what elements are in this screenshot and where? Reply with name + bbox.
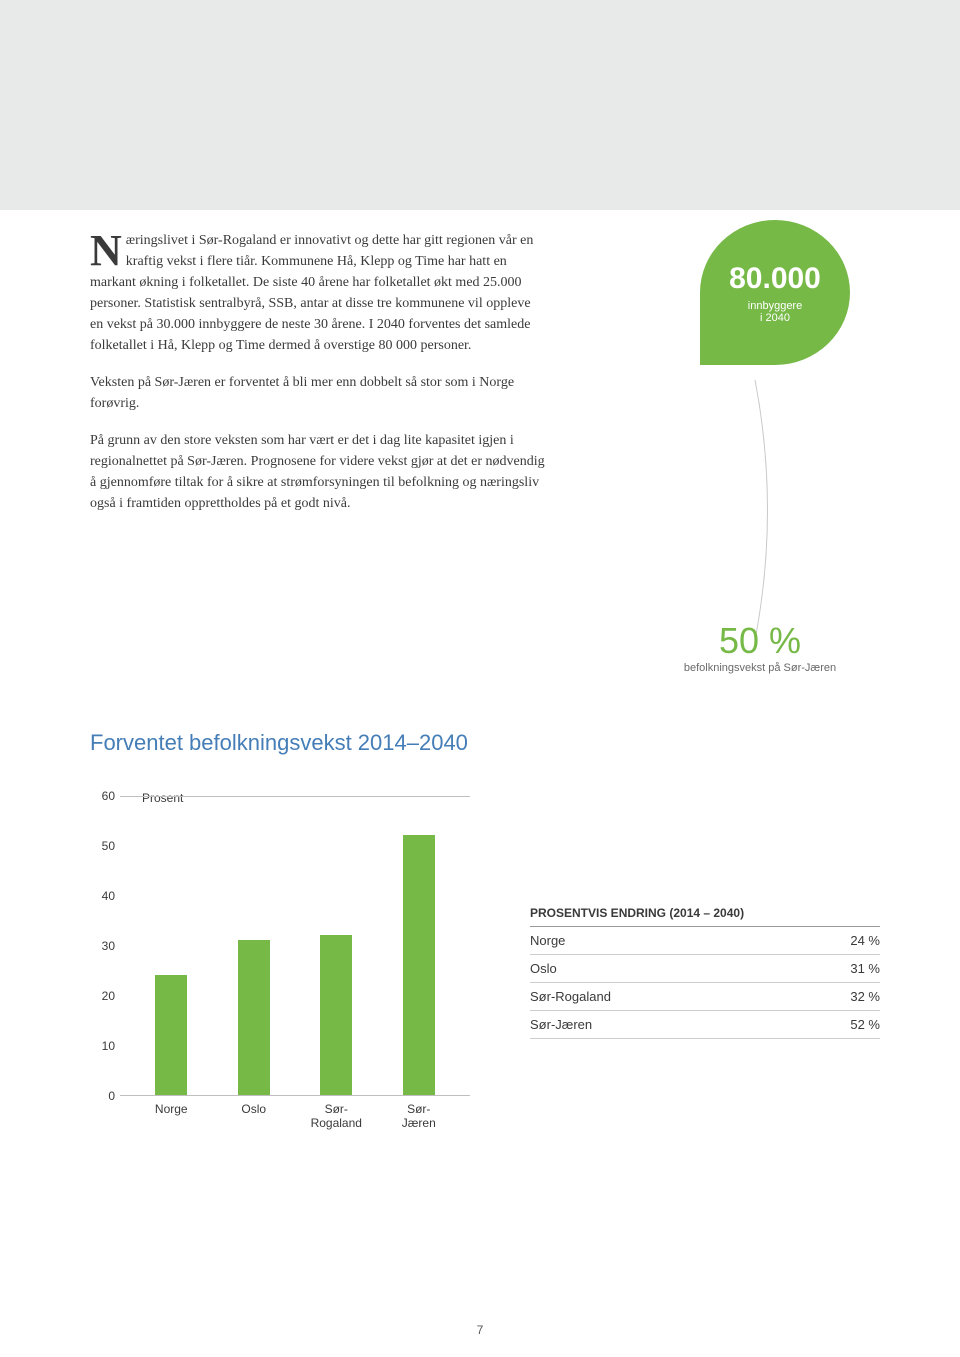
table-row: Oslo 31 % bbox=[530, 955, 880, 983]
page-number: 7 bbox=[0, 1323, 960, 1337]
chart-ytick: 30 bbox=[90, 939, 115, 953]
bar-chart: Prosent 6050403020100 NorgeOsloSør-Rogal… bbox=[90, 796, 470, 1131]
table-row: Sør-Jæren 52 % bbox=[530, 1011, 880, 1039]
leaf-big-number: 80.000 bbox=[729, 262, 821, 296]
table-row: Norge 24 % bbox=[530, 927, 880, 955]
chart-xlabel: Norge bbox=[141, 1102, 201, 1131]
percent-50-caption: befolkningsvekst på Sør-Jæren bbox=[630, 662, 890, 674]
table-row: Sør-Rogaland 32 % bbox=[530, 983, 880, 1011]
paragraph-1-text: æringslivet i Sør-Rogaland er innovativt… bbox=[90, 233, 533, 353]
chart-ytick: 10 bbox=[90, 1039, 115, 1053]
header-band bbox=[0, 0, 960, 210]
chart-row: Prosent 6050403020100 NorgeOsloSør-Rogal… bbox=[90, 796, 880, 1131]
paragraph-3: På grunn av den store veksten som har væ… bbox=[90, 430, 545, 514]
side-column: 80.000 innbyggere i 2040 50 % befolkning… bbox=[595, 230, 880, 530]
chart-ytick: 40 bbox=[90, 889, 115, 903]
chart-xlabel: Oslo bbox=[224, 1102, 284, 1131]
chart-x-labels: Norge Oslo Sør-Rogaland Sør-Jæren bbox=[90, 1096, 470, 1131]
connector-line bbox=[725, 380, 785, 640]
chart-bars bbox=[120, 796, 470, 1095]
table-row-label: Oslo bbox=[530, 961, 557, 976]
table-row-value: 52 % bbox=[850, 1017, 880, 1032]
chart-ytick: 50 bbox=[90, 839, 115, 853]
leaf-callout: 80.000 innbyggere i 2040 bbox=[700, 220, 850, 365]
percent-50-number: 50 % bbox=[630, 620, 890, 662]
chart-xlabel: Sør-Jæren bbox=[389, 1102, 449, 1131]
paragraph-2: Veksten på Sør-Jæren er forventet å bli … bbox=[90, 372, 545, 414]
chart-bar bbox=[320, 935, 352, 1095]
chart-bar bbox=[155, 975, 187, 1095]
body-text-column: N æringslivet i Sør-Rogaland er innovati… bbox=[90, 230, 545, 530]
chart-bar bbox=[238, 940, 270, 1095]
chart-ytick: 0 bbox=[90, 1089, 115, 1103]
percent-50-callout: 50 % befolkningsvekst på Sør-Jæren bbox=[630, 620, 890, 674]
dropcap: N bbox=[90, 230, 126, 269]
table-row-value: 24 % bbox=[850, 933, 880, 948]
chart-bar bbox=[403, 835, 435, 1095]
data-table: PROSENTVIS ENDRING (2014 – 2040) Norge 24… bbox=[530, 906, 880, 1039]
leaf-caption: innbyggere i 2040 bbox=[748, 300, 802, 324]
table-header: PROSENTVIS ENDRING (2014 – 2040) bbox=[530, 906, 880, 927]
table-row-label: Sør-Jæren bbox=[530, 1017, 592, 1032]
table-row-label: Norge bbox=[530, 933, 565, 948]
chart-ytick: 20 bbox=[90, 989, 115, 1003]
main-content: N æringslivet i Sør-Rogaland er innovati… bbox=[0, 210, 960, 530]
chart-plot-area: 6050403020100 bbox=[120, 796, 470, 1096]
chart-title: Forventet befolkningsvekst 2014–2040 bbox=[90, 730, 880, 756]
chart-xlabel: Sør-Rogaland bbox=[306, 1102, 366, 1131]
table-row-value: 31 % bbox=[850, 961, 880, 976]
paragraph-1: N æringslivet i Sør-Rogaland er innovati… bbox=[90, 230, 545, 356]
table-row-value: 32 % bbox=[850, 989, 880, 1004]
chart-section: Forventet befolkningsvekst 2014–2040 Pro… bbox=[0, 730, 960, 1131]
chart-ytick: 60 bbox=[90, 789, 115, 803]
table-row-label: Sør-Rogaland bbox=[530, 989, 611, 1004]
